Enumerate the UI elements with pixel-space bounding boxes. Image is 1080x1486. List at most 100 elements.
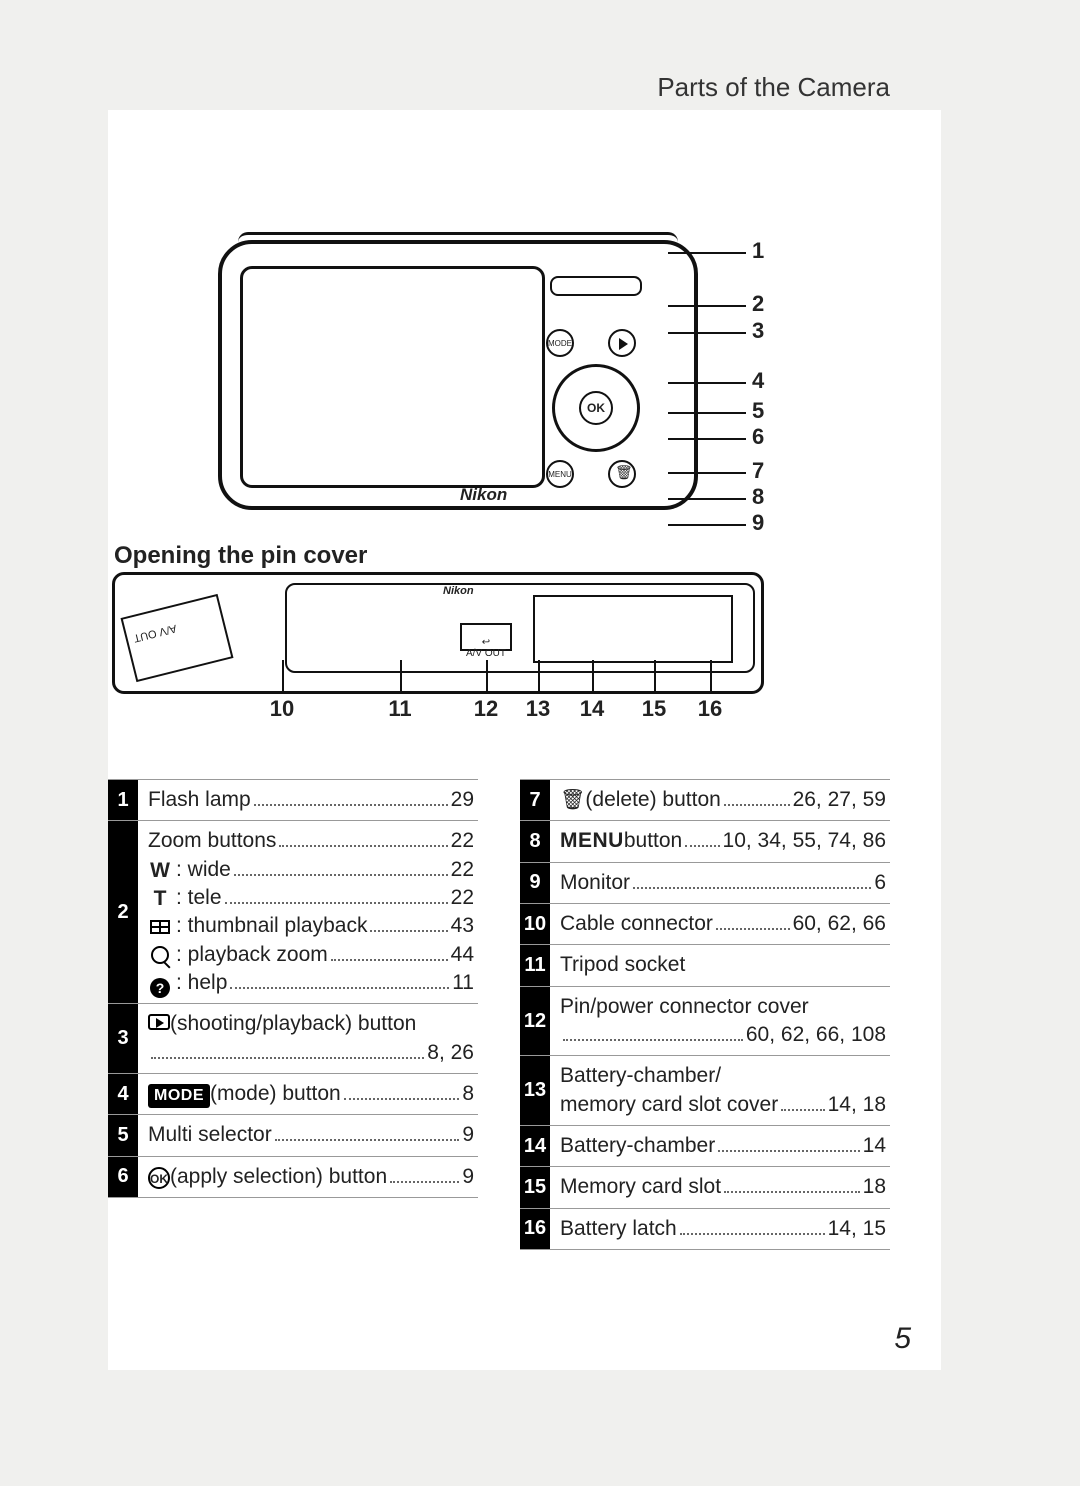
help-icon: ? <box>148 970 172 998</box>
callout-number: 9 <box>752 510 764 536</box>
pin-cover-diagram: A/V OUT Nikon ↩A/V OUT <box>112 572 764 694</box>
part-page-ref: 43 <box>451 912 474 940</box>
part-description: 🗑 (delete) button26, 27, 59 <box>560 780 890 820</box>
part-page-ref: 9 <box>462 1163 474 1191</box>
part-label: (shooting/playback) button <box>170 1010 416 1038</box>
part-row: 6OK (apply selection) button9 <box>108 1156 478 1198</box>
parts-column-right: 7🗑 (delete) button26, 27, 598MENU button… <box>520 779 890 1250</box>
part-number-badge: 5 <box>108 1115 138 1155</box>
part-label: : thumbnail playback <box>176 912 367 940</box>
leader-dots <box>718 1150 859 1152</box>
part-description: Battery-chamber14 <box>560 1126 890 1166</box>
part-row: 12Pin/power connector cover 60, 62, 66, … <box>520 986 890 1056</box>
part-description: Battery-chamber/memory card slot cover14… <box>560 1056 890 1125</box>
leader-dots <box>254 804 448 806</box>
delete-button-icon <box>608 460 636 488</box>
part-page-ref: 14, 18 <box>828 1091 886 1119</box>
callout-number: 11 <box>388 696 411 722</box>
part-label: (mode) button <box>210 1080 341 1108</box>
page-header-title: Parts of the Camera <box>657 72 890 103</box>
part-description: Tripod socket <box>560 945 890 985</box>
part-label: Zoom buttons <box>148 827 276 855</box>
part-description: Cable connector60, 62, 66 <box>560 904 890 944</box>
callout-line <box>668 498 746 500</box>
callout-line <box>668 438 746 440</box>
thumbnail-icon <box>148 913 172 941</box>
part-label: Monitor <box>560 869 630 897</box>
part-row: 15Memory card slot18 <box>520 1166 890 1207</box>
part-page-ref: 44 <box>451 941 474 969</box>
part-description: Flash lamp 29 <box>148 780 478 820</box>
leader-dots <box>370 930 447 932</box>
part-row: 8MENU button10, 34, 55, 74, 86 <box>520 820 890 861</box>
callout-line <box>668 252 746 254</box>
part-page-ref: 22 <box>451 856 474 884</box>
part-description: Multi selector9 <box>148 1115 478 1155</box>
part-page-ref: 9 <box>462 1121 474 1149</box>
part-description: OK (apply selection) button9 <box>148 1157 478 1197</box>
part-number-badge: 6 <box>108 1157 138 1197</box>
callout-number: 7 <box>752 458 764 484</box>
part-number-badge: 11 <box>520 945 550 985</box>
part-number-badge: 13 <box>520 1056 550 1125</box>
leader-dots <box>685 845 719 847</box>
part-row: 3 (shooting/playback) button8, 26 <box>108 1003 478 1073</box>
part-number-badge: 10 <box>520 904 550 944</box>
callout-number: 13 <box>526 696 550 722</box>
part-page-ref: 29 <box>451 786 474 814</box>
part-label: Tripod socket <box>560 951 685 979</box>
part-row: 2Zoom buttons22W: wide22T: tele22: thumb… <box>108 820 478 1003</box>
part-row: 7🗑 (delete) button26, 27, 59 <box>520 779 890 820</box>
leader-dots <box>344 1098 460 1100</box>
menu-button-icon: MENU <box>546 460 574 488</box>
callout-number: 12 <box>474 696 498 722</box>
leader-dots <box>724 804 790 806</box>
part-label: Pin/power connector cover <box>560 993 809 1021</box>
part-row: 5Multi selector9 <box>108 1114 478 1155</box>
callout-line <box>668 472 746 474</box>
part-number-badge: 4 <box>108 1074 138 1114</box>
ok-icon: OK <box>148 1167 170 1189</box>
part-label: : playback zoom <box>176 941 328 969</box>
mode-icon: MODE <box>148 1084 210 1108</box>
callout-line <box>668 524 746 526</box>
part-number-badge: 16 <box>520 1209 550 1249</box>
callout-number: 3 <box>752 318 764 344</box>
leader-dots <box>680 1233 825 1235</box>
callout-number: 4 <box>752 368 764 394</box>
camera-brand-label: Nikon <box>460 485 507 505</box>
leader-dots <box>230 987 449 989</box>
callout-line <box>400 660 402 694</box>
part-row: 11 Tripod socket <box>520 944 890 985</box>
multi-selector <box>552 364 640 452</box>
part-number-badge: 7 <box>520 780 550 820</box>
leader-dots <box>225 902 448 904</box>
part-label: Flash lamp <box>148 786 251 814</box>
callout-line <box>710 660 712 694</box>
part-page-ref: 60, 62, 66 <box>793 910 886 938</box>
callout-number: 6 <box>752 424 764 450</box>
callout-line <box>538 660 540 694</box>
part-row: 14Battery-chamber14 <box>520 1125 890 1166</box>
part-description: Monitor 6 <box>560 863 890 903</box>
wide-icon: W <box>148 857 172 885</box>
leader-dots <box>781 1109 824 1111</box>
callout-number: 1 <box>752 238 764 264</box>
part-page-ref: 14, 15 <box>828 1215 886 1243</box>
mode-button-icon: MODE <box>546 329 574 357</box>
part-description: MENU button10, 34, 55, 74, 86 <box>560 821 890 861</box>
part-description: Pin/power connector cover 60, 62, 66, 10… <box>560 987 890 1056</box>
callout-line <box>668 305 746 307</box>
part-description: MODE (mode) button8 <box>148 1074 478 1114</box>
callout-number: 16 <box>698 696 722 722</box>
part-label: : wide <box>176 856 231 884</box>
leader-dots <box>563 1039 743 1041</box>
leader-dots <box>716 928 790 930</box>
menu-icon: MENU <box>560 827 624 855</box>
part-description: Memory card slot18 <box>560 1167 890 1207</box>
part-label: memory card slot cover <box>560 1091 778 1119</box>
part-page-ref: 22 <box>451 827 474 855</box>
part-row: 13Battery-chamber/memory card slot cover… <box>520 1055 890 1125</box>
part-page-ref: 8, 26 <box>427 1039 474 1067</box>
page-body: Nikon MODE MENU 123456789 Opening the pi… <box>108 110 941 1370</box>
